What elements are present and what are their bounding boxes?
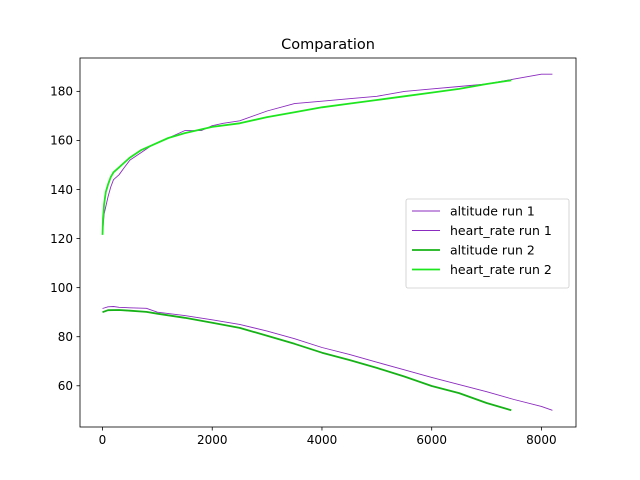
series-line-heart-rate-run-1	[102, 73, 553, 234]
y-tick-label: 100	[50, 281, 73, 295]
legend-label: heart_rate run 2	[450, 262, 552, 277]
y-tick-label: 60	[58, 379, 73, 393]
plot-area	[101, 73, 553, 412]
legend-label: altitude run 2	[450, 243, 535, 258]
x-tick-label: 4000	[307, 433, 338, 447]
y-tick-label: 160	[50, 134, 73, 148]
series-line-altitude-run-1	[102, 306, 553, 411]
axes-frame	[79, 57, 577, 428]
series-line-heart-rate-run-2	[101, 79, 512, 235]
y-tick-label: 120	[50, 232, 73, 246]
legend-box	[405, 198, 570, 289]
x-tick-label: 6000	[416, 433, 447, 447]
legend-label: altitude run 1	[450, 204, 535, 219]
axes: 0 2000 4000 6000 8000 60 80 100 120 140 160 180	[50, 57, 577, 447]
x-tick-label: 2000	[197, 433, 228, 447]
x-tick-label: 0	[99, 433, 107, 447]
series-line-altitude-run-2	[102, 309, 512, 412]
y-tick-label: 140	[50, 183, 73, 197]
chart-title: Comparation	[281, 37, 375, 53]
legend-label: heart_rate run 1	[450, 223, 552, 238]
x-tick-label: 8000	[526, 433, 557, 447]
y-tick-label: 180	[50, 85, 73, 99]
legend: altitude run 1 heart_rate run 1 altitude r…	[405, 198, 570, 289]
y-tick-label: 80	[58, 330, 73, 344]
